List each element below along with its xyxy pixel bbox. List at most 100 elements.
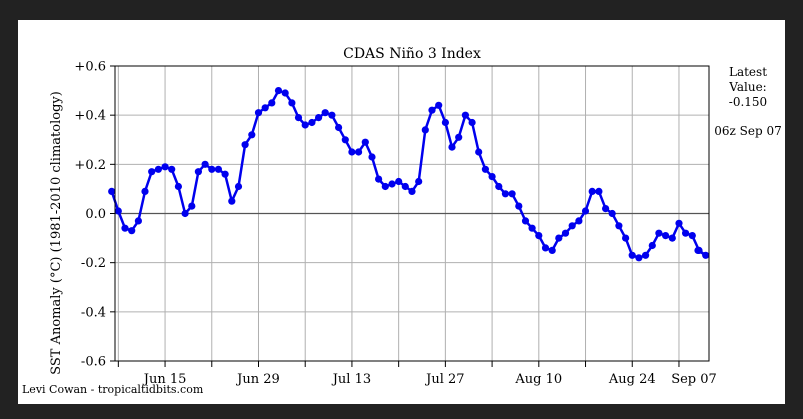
- data-point: [348, 148, 356, 156]
- y-tick-label: -0.4: [81, 305, 106, 320]
- data-point: [535, 232, 543, 240]
- latest-heading: Latest: [729, 65, 767, 79]
- data-point: [261, 104, 269, 112]
- x-tick-label: Jul 13: [331, 372, 371, 387]
- x-tick-label: Jul 27: [424, 372, 464, 387]
- data-point: [168, 165, 176, 173]
- x-tick-label: Jun 15: [142, 372, 187, 387]
- y-tick-label: +0.6: [74, 60, 106, 75]
- data-point: [495, 182, 503, 191]
- data-point: [628, 251, 636, 259]
- data-point: [682, 229, 690, 237]
- data-point: [214, 165, 222, 173]
- data-point: [635, 254, 643, 262]
- x-tick-labels: Jun 15 Jun 29 Jul 13 Jul 27 Aug 10 Aug 24 Sep …: [142, 372, 717, 387]
- data-point: [508, 190, 516, 198]
- axis-ticks: [110, 65, 680, 367]
- data-point: [521, 217, 530, 225]
- data-point: [475, 148, 483, 156]
- y-tick-label: -0.6: [81, 355, 106, 370]
- data-point: [668, 234, 676, 242]
- data-point: [221, 170, 229, 178]
- data-point: [395, 177, 403, 186]
- y-tick-label: +0.4: [74, 109, 106, 124]
- credit-text: Levi Cowan - tropicaltidbits.com: [22, 383, 204, 396]
- data-point: [121, 224, 129, 232]
- data-point: [361, 138, 369, 146]
- y-tick-labels: +0.6 +0.4 +0.2 0.0 -0.2 -0.4 -0.6: [74, 60, 106, 370]
- data-point: [108, 187, 116, 195]
- data-point: [588, 187, 596, 195]
- data-point: [655, 229, 663, 237]
- data-point: [241, 141, 249, 149]
- chart-title: CDAS Niño 3 Index: [343, 46, 481, 62]
- data-point: [548, 246, 556, 254]
- data-point: [468, 118, 476, 127]
- data-point: [181, 209, 189, 218]
- data-point: [308, 118, 316, 127]
- data-point: [254, 109, 263, 117]
- data-point: [381, 182, 389, 191]
- x-tick-label: Sep 07: [671, 372, 717, 387]
- data-point: [575, 217, 583, 225]
- latest-value: -0.150: [729, 95, 767, 109]
- data-point: [368, 153, 376, 161]
- data-point: [274, 87, 283, 95]
- data-point: [675, 219, 683, 227]
- data-point: [461, 111, 469, 119]
- data-point: [688, 232, 696, 240]
- data-point: [455, 133, 463, 141]
- data-point: [421, 126, 429, 134]
- plot-border: [114, 65, 710, 362]
- data-point: [415, 177, 423, 186]
- data-point: [194, 168, 202, 176]
- data-point: [428, 106, 436, 114]
- data-point: [561, 229, 570, 237]
- data-point: [541, 244, 550, 252]
- data-point: [555, 234, 563, 242]
- data-point: [154, 165, 162, 173]
- y-tick-label: +0.2: [74, 158, 106, 173]
- data-point: [662, 232, 670, 240]
- data-point: [694, 246, 702, 254]
- data-point: [161, 163, 169, 171]
- data-point: [615, 222, 623, 230]
- data-point: [128, 227, 136, 235]
- data-points: [108, 87, 710, 262]
- data-point: [228, 197, 236, 205]
- data-point: [528, 224, 536, 232]
- data-point: [288, 99, 296, 107]
- data-point: [488, 173, 496, 181]
- y-axis-label: SST Anomaly (°C) (1981-2010 climatology): [49, 91, 64, 375]
- data-point: [501, 190, 509, 198]
- data-point: [581, 207, 590, 215]
- data-point: [481, 165, 489, 173]
- data-point: [248, 131, 256, 139]
- y-tick-label: -0.2: [81, 256, 106, 271]
- data-point: [315, 114, 323, 122]
- data-point: [702, 251, 710, 259]
- data-point: [174, 182, 182, 191]
- data-point: [448, 143, 456, 151]
- data-point: [648, 241, 656, 250]
- data-point: [188, 202, 196, 210]
- data-point: [208, 165, 216, 173]
- x-tick-label: Jun 29: [235, 372, 280, 387]
- y-tick-label: 0.0: [85, 207, 106, 222]
- data-point: [281, 89, 289, 97]
- data-point: [595, 187, 603, 195]
- data-point: [148, 168, 156, 176]
- data-point: [375, 175, 383, 183]
- data-point: [441, 118, 449, 127]
- data-point: [642, 251, 650, 259]
- data-point: [355, 148, 363, 156]
- data-point: [435, 101, 443, 109]
- latest-label: Value:: [728, 80, 766, 94]
- data-point: [608, 209, 616, 218]
- data-point: [401, 182, 409, 191]
- x-tick-label: Aug 24: [608, 372, 656, 387]
- data-point: [321, 109, 329, 117]
- data-point: [114, 207, 122, 215]
- data-point: [234, 182, 243, 191]
- data-point: [602, 205, 610, 213]
